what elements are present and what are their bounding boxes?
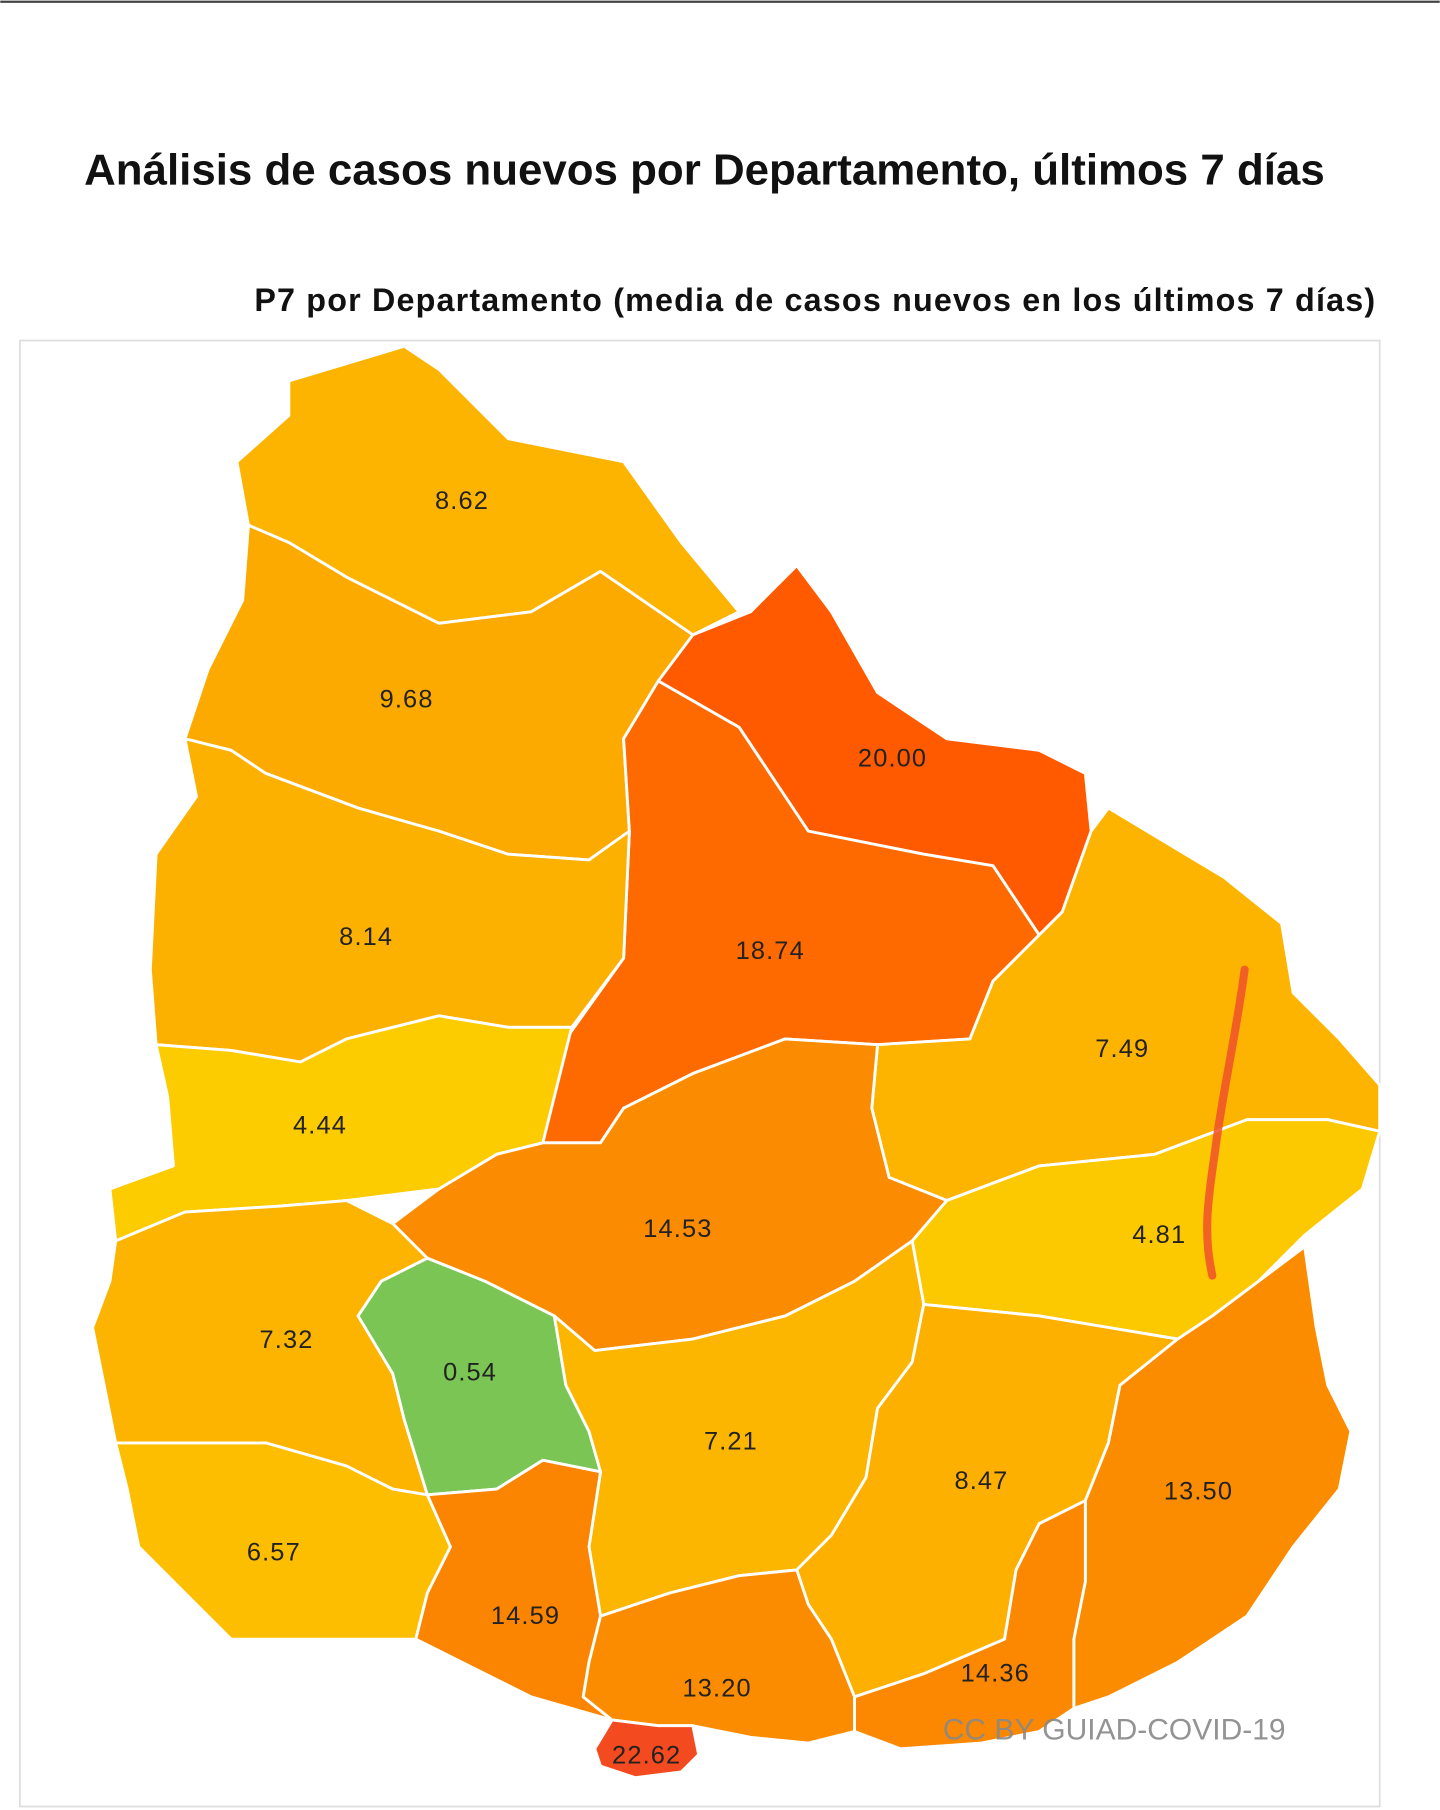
map-frame xyxy=(19,339,1381,1808)
region-value-label: 4.81 xyxy=(1132,1221,1186,1249)
regions xyxy=(91,344,1382,1780)
map-title: P7 por Departamento (media de casos nuev… xyxy=(254,282,1376,318)
region-value-label: 14.53 xyxy=(643,1215,712,1243)
region-value-label: 7.32 xyxy=(260,1326,314,1354)
region-value-label: 20.00 xyxy=(858,744,927,772)
region-value-label: 8.47 xyxy=(954,1467,1008,1495)
labels: 8.62 9.68 20.00 18.74 8.14 4.44 7.49 14.53 4.81 7… xyxy=(247,487,1233,1770)
region-value-label: 8.62 xyxy=(435,487,489,515)
region-value-label: 13.20 xyxy=(682,1675,751,1703)
region-value-label: 0.54 xyxy=(443,1358,497,1386)
region-value-label: 9.68 xyxy=(380,685,434,713)
region-value-label: 22.62 xyxy=(612,1742,681,1770)
page-title: Análisis de casos nuevos por Departament… xyxy=(84,146,1325,195)
region xyxy=(853,1499,1087,1751)
region-value-label: 8.14 xyxy=(339,923,393,951)
region-value-label: 6.57 xyxy=(247,1538,301,1566)
region-value-label: 7.49 xyxy=(1095,1035,1149,1063)
region-value-label: 14.36 xyxy=(961,1660,1030,1688)
region-value-label: 14.59 xyxy=(491,1602,560,1630)
region xyxy=(414,1458,614,1722)
region-value-label: 7.21 xyxy=(704,1428,758,1456)
region-value-label: 13.50 xyxy=(1164,1477,1233,1505)
region xyxy=(593,1718,701,1780)
region xyxy=(581,1568,856,1745)
attribution: CC BY GUIAD-COVID-19 xyxy=(943,1713,1286,1746)
annotation-scribble xyxy=(1203,965,1249,1280)
region-value-label: 4.44 xyxy=(293,1111,347,1139)
region-value-label: 18.74 xyxy=(736,937,805,965)
